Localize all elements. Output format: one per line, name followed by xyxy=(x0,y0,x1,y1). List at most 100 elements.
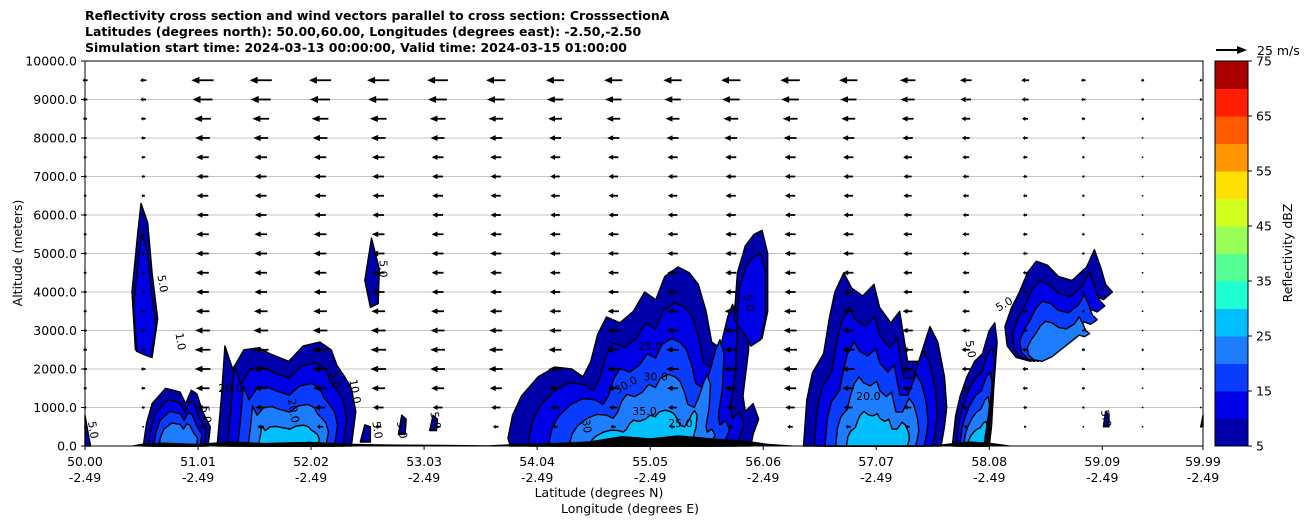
wind-vector-c10-r11 xyxy=(667,212,678,218)
colorbar: 5 15 25 35 45 55 65 75 xyxy=(1214,54,1272,454)
wind-vector-c6-r14 xyxy=(431,154,444,160)
wind-vector-c10-r0 xyxy=(669,424,676,429)
wind-vector-c16-r7 xyxy=(1022,290,1028,294)
y-tick-label-3: 3000.0 xyxy=(33,323,77,338)
wind-vector-c15-r13 xyxy=(962,174,969,179)
wind-vector-c14-r11 xyxy=(903,212,912,218)
wind-vector-c15-r9 xyxy=(962,251,970,256)
wind-vector-c19-r4 xyxy=(1199,348,1202,351)
wind-vector-c18-r18 xyxy=(1141,78,1145,83)
wind-vector-c11-r2 xyxy=(724,385,737,392)
wind-vector-c8-r13 xyxy=(550,173,560,180)
wind-vector-c13-r5 xyxy=(842,327,855,334)
wind-vector-c13-r11 xyxy=(843,212,853,218)
wind-vector-c9-r8 xyxy=(608,270,619,276)
x-tick-label-lon-2: -2.49 xyxy=(295,470,327,485)
x-tick-label-lon-1: -2.49 xyxy=(182,470,214,485)
wind-vector-c5-r6 xyxy=(371,308,386,315)
wind-vector-c8-r3 xyxy=(548,366,562,372)
contour-label-6: 5.0 xyxy=(327,370,343,389)
wind-vector-c16-r9 xyxy=(1022,251,1028,256)
wind-vector-c12-r8 xyxy=(784,270,796,276)
contour-label-7: 10.0 xyxy=(346,378,363,404)
wind-vector-c14-r12 xyxy=(903,193,912,199)
wind-vector-c11-r16 xyxy=(723,115,739,122)
wind-vector-c9-r5 xyxy=(607,327,620,334)
wind-vector-c16-r5 xyxy=(1022,328,1028,333)
wind-vector-c7-r6 xyxy=(489,308,502,315)
wind-vector-c11-r17 xyxy=(721,96,740,103)
wind-vector-c13-r18 xyxy=(839,76,858,84)
wind-vector-c8-r9 xyxy=(549,250,561,257)
echo-cell-59-1 xyxy=(1102,410,1110,428)
wind-vector-c13-r15 xyxy=(842,135,855,141)
colorbar-label: Reflectivity dBZ xyxy=(1280,204,1295,303)
wind-vector-c11-r11 xyxy=(725,212,736,218)
wind-vector-c7-r5 xyxy=(489,327,503,334)
x-tick-label-lon-3: -2.49 xyxy=(408,470,440,485)
wind-vector-c16-r8 xyxy=(1022,270,1028,275)
wind-vector-c10-r6 xyxy=(666,308,679,314)
wind-vector-c2-r7 xyxy=(196,289,209,295)
wind-vector-c13-r14 xyxy=(843,154,854,160)
wind-vector-c11-r4 xyxy=(723,346,738,353)
wind-vector-c12-r18 xyxy=(780,76,800,84)
wind-vector-c1-r9 xyxy=(141,251,146,256)
wind-vector-c1-r3 xyxy=(140,366,146,372)
wind-vector-c6-r10 xyxy=(431,231,444,237)
colorbar-segment-70 xyxy=(1215,61,1248,89)
wind-vector-c11-r8 xyxy=(725,270,737,276)
wind-vector-c12-r17 xyxy=(781,96,799,103)
x-tick-label-lon-7: -2.49 xyxy=(860,470,892,485)
colorbar-segment-60 xyxy=(1215,116,1248,144)
wind-vector-c19-r18 xyxy=(1199,78,1203,83)
wind-vector-c4-r17 xyxy=(310,95,330,104)
contour-label-8: 5.0 xyxy=(369,420,385,439)
y-tick-label-10: 10000.0 xyxy=(25,54,77,69)
contour-label-0: 5.0 xyxy=(85,420,101,439)
wind-vector-c15-r8 xyxy=(962,270,970,275)
wind-vector-c6-r2 xyxy=(431,385,444,392)
wind-vector-c19-r5 xyxy=(1199,329,1202,332)
wind-vector-c11-r0 xyxy=(727,424,734,429)
wind-vector-c6-r13 xyxy=(432,173,443,180)
wind-vector-c9-r11 xyxy=(608,212,618,218)
wind-vector-c17-r4 xyxy=(1081,347,1085,352)
title-line-2: Latitudes (degrees north): 50.00,60.00, … xyxy=(85,24,642,39)
colorbar-segment-30 xyxy=(1215,281,1248,309)
wind-vector-c2-r12 xyxy=(196,193,209,199)
wind-vector-c3-r6 xyxy=(253,308,268,315)
wind-vector-c14-r6 xyxy=(902,308,913,314)
wind-vector-c4-r2 xyxy=(313,385,327,392)
colorbar-tick-label-7: 75 xyxy=(1256,54,1272,69)
x-axis: 50.00-2.4951.01-2.4952.02-2.4953.03-2.49… xyxy=(67,446,1221,485)
echo-cell-56-1 xyxy=(733,229,769,347)
wind-vector-c8-r17 xyxy=(546,96,564,103)
wind-vector-c17-r11 xyxy=(1082,213,1085,217)
wind-vector-c2-r9 xyxy=(196,250,209,257)
wind-vector-c18-r0 xyxy=(1141,425,1144,428)
wind-vector-c2-r15 xyxy=(195,134,210,142)
contour-label-1: 5.0 xyxy=(154,274,170,293)
cell-59-1-level-5 xyxy=(1102,410,1110,428)
wind-vector-c7-r13 xyxy=(490,173,501,180)
wind-vector-c11-r9 xyxy=(725,250,737,257)
cell-52-6-lo-level-5 xyxy=(359,424,372,443)
wind-vector-c14-r1 xyxy=(903,405,912,410)
cell-58-east-level-25 xyxy=(966,420,988,447)
wind-vector-c17-r5 xyxy=(1081,328,1085,333)
wind-vector-c9-r15 xyxy=(607,135,620,141)
wind-vector-c14-r10 xyxy=(903,231,912,237)
wind-vector-c2-r18 xyxy=(191,76,214,84)
wind-vector-c9-r2 xyxy=(607,385,619,391)
wind-vector-c11-r6 xyxy=(724,308,737,315)
wind-vector-c10-r18 xyxy=(663,76,682,84)
wind-vector-c6-r9 xyxy=(431,250,444,257)
y-tick-label-6: 6000.0 xyxy=(33,208,77,223)
echo-cell-57-main xyxy=(802,272,948,447)
wind-vector-c5-r11 xyxy=(372,212,384,218)
wind-vector-c3-r0 xyxy=(257,424,264,429)
wind-vector-c14-r16 xyxy=(901,116,914,122)
plot-area: 5.05.01.05.020.020.05.0 10.05.05.05.0 5.0 3… xyxy=(82,60,1204,447)
